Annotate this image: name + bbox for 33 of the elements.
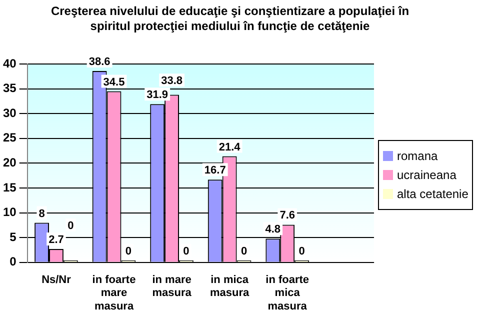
legend-label: ucraineana <box>397 168 456 182</box>
y-tick-label: 25 <box>2 130 17 145</box>
x-tick-label: in mare masura <box>152 274 192 300</box>
data-label: 0 <box>240 245 248 258</box>
y-tick-label: 35 <box>2 81 17 96</box>
x-tick-label: in foarte mare masura <box>92 274 136 312</box>
data-label: 0 <box>68 220 74 232</box>
y-tick-label: 30 <box>2 106 17 120</box>
data-label: 2.7 <box>48 234 64 246</box>
legend-label: romana <box>397 149 438 163</box>
x-tick-label: in foarte mica masura <box>266 274 310 312</box>
y-tick-label: 40 <box>2 56 17 70</box>
data-label: 4.8 <box>265 224 281 236</box>
legend-label: alta cetatenie <box>397 187 468 201</box>
chart-title: Creşterea nivelului de educaţie şi conştientizare a populaţiei în spiritul protecţiei mediului în funcţie de cetăţenie <box>50 4 410 34</box>
y-tick-label: 15 <box>2 180 17 194</box>
x-tick-label: Ns/Nr <box>42 274 72 286</box>
data-label: 34.5 <box>103 76 125 88</box>
y-tick-label: 5 <box>10 230 17 244</box>
data-label: 21.4 <box>218 141 242 154</box>
data-label: 0 <box>183 245 190 258</box>
data-label: 33.8 <box>161 75 182 88</box>
data-label: 16.7 <box>204 164 226 177</box>
data-label: 8 <box>38 208 45 220</box>
x-tick-label: in mica masura <box>210 274 250 300</box>
y-tick-label: 0 <box>10 254 17 269</box>
data-label: 0 <box>125 245 132 258</box>
data-label: 38.6 <box>88 56 110 68</box>
y-tick-label: 10 <box>2 205 17 220</box>
data-label: 0 <box>298 245 305 258</box>
data-label: 31.9 <box>146 89 168 102</box>
data-label: 7.6 <box>280 210 295 222</box>
y-tick-label: 20 <box>2 156 17 170</box>
